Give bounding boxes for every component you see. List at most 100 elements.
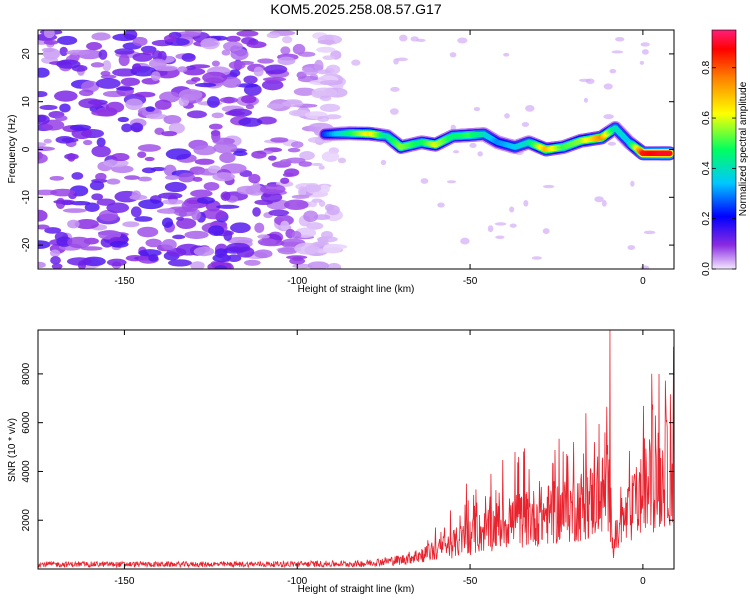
- heatmap-cell: [38, 209, 48, 222]
- heatmap-cell: [84, 202, 100, 212]
- heatmap-y-tick-label: -10: [21, 190, 32, 205]
- heatmap-panel: -150 -100 -50 0 20 10 0 -10 -20 Height of strai…: [7, 29, 675, 295]
- heatmap-cell: [457, 37, 468, 44]
- heatmap-cell: [257, 58, 274, 64]
- heatmap-cell: [280, 177, 290, 184]
- heatmap-cell: [241, 94, 257, 104]
- chart-title: KOM5.2025.258.08.57.G17: [270, 1, 441, 17]
- heatmap-cell: [585, 78, 595, 85]
- heatmap-cell: [137, 226, 159, 238]
- heatmap-cell: [165, 148, 192, 160]
- heatmap-cell: [266, 32, 281, 39]
- heatmap-cell: [262, 77, 287, 82]
- heatmap-cell: [449, 52, 457, 58]
- heatmap-cell: [106, 258, 127, 267]
- heatmap-cell: [49, 175, 65, 181]
- snr-x-tick-label: -50: [463, 576, 478, 587]
- colorbar-gradient: [711, 29, 737, 270]
- heatmap-cell: [270, 137, 289, 143]
- heatmap-cell: [324, 114, 342, 120]
- heatmap-cell: [177, 66, 188, 73]
- heatmap-cell: [314, 59, 324, 72]
- heatmap-cell: [264, 64, 288, 75]
- heatmap-cell: [603, 114, 614, 120]
- heatmap-cell: [192, 176, 203, 182]
- heatmap-cell: [181, 53, 196, 62]
- heatmap-cell: [594, 196, 604, 203]
- heatmap-cell: [66, 257, 92, 266]
- heatmap-cell: [236, 83, 259, 88]
- heatmap-cell: [396, 57, 409, 62]
- heatmap-cell: [211, 60, 220, 67]
- heatmap-cell: [291, 194, 310, 199]
- heatmap-cell: [254, 222, 265, 234]
- heatmap-cell: [102, 60, 112, 72]
- colorbar-label: Normalized spectral amplitude: [738, 81, 749, 216]
- colorbar-tick-label: 0.6: [701, 111, 712, 125]
- heatmap-cell: [62, 208, 87, 213]
- heatmap-cell: [260, 184, 286, 195]
- snr-x-tick-label: -100: [287, 576, 307, 587]
- heatmap-cell: [311, 87, 338, 98]
- heatmap-cell: [175, 31, 201, 38]
- heatmap-cell: [86, 42, 103, 51]
- heatmap-cell: [194, 82, 217, 88]
- heatmap-cell: [163, 34, 177, 43]
- heatmap-cell: [38, 91, 48, 98]
- heatmap-cell: [137, 176, 152, 182]
- heatmap-cell: [100, 70, 111, 77]
- heatmap-cell: [191, 77, 201, 82]
- snr-y-label: SNR (10 * v/v): [7, 418, 18, 482]
- heatmap-cell: [168, 259, 192, 267]
- heatmap-cell: [67, 153, 76, 162]
- heatmap-cell: [132, 63, 142, 73]
- heatmap-cell: [281, 35, 293, 44]
- heatmap-cell: [230, 48, 249, 61]
- heatmap-x-tick-label: -150: [114, 276, 134, 287]
- heatmap-cell: [212, 172, 235, 182]
- heatmap-y-label: Frequency (Hz): [7, 115, 18, 184]
- heatmap-cell: [603, 83, 613, 90]
- heatmap-cell: [324, 203, 335, 212]
- heatmap-cell: [303, 69, 319, 76]
- heatmap-cell: [318, 200, 326, 207]
- heatmap-cell: [615, 36, 625, 42]
- heatmap-cell: [145, 106, 155, 112]
- heatmap-cell: [131, 190, 142, 200]
- heatmap-cell: [138, 199, 164, 210]
- heatmap-cell: [469, 142, 477, 149]
- heatmap-cell: [252, 181, 261, 193]
- heatmap-cell: [351, 59, 361, 66]
- heatmap-cell: [389, 108, 399, 115]
- heatmap-cell: [130, 122, 144, 133]
- heatmap-cell: [196, 196, 215, 204]
- heatmap-cell: [319, 184, 330, 194]
- heatmap-cell: [627, 245, 636, 250]
- heatmap-cell: [59, 46, 68, 57]
- heatmap-cell: [583, 97, 589, 103]
- heatmap-cell: [137, 151, 147, 159]
- heatmap-cell: [641, 49, 649, 55]
- heatmap-x-tick-label: 0: [640, 276, 646, 287]
- heatmap-cell: [81, 80, 100, 93]
- heatmap-cell: [114, 48, 135, 55]
- heatmap-cell: [277, 56, 296, 66]
- heatmap-cell: [531, 256, 542, 260]
- heatmap-cell: [145, 238, 162, 248]
- heatmap-cell: [206, 96, 220, 108]
- heatmap-cell: [307, 261, 330, 269]
- heatmap-cell: [148, 254, 159, 262]
- heatmap-cell: [226, 242, 250, 253]
- heatmap-cell: [213, 142, 238, 154]
- heatmap-cell: [178, 172, 196, 183]
- heatmap-cell: [542, 184, 555, 189]
- heatmap-cell: [148, 58, 167, 69]
- heatmap-cell: [243, 75, 258, 84]
- heatmap-cell: [89, 180, 105, 191]
- heatmap-cell: [168, 122, 185, 134]
- heatmap-cell: [96, 137, 106, 148]
- heatmap-cell: [134, 91, 156, 98]
- heatmap-cell: [319, 79, 343, 86]
- heatmap-cell: [525, 105, 535, 112]
- heatmap-cell: [38, 153, 48, 164]
